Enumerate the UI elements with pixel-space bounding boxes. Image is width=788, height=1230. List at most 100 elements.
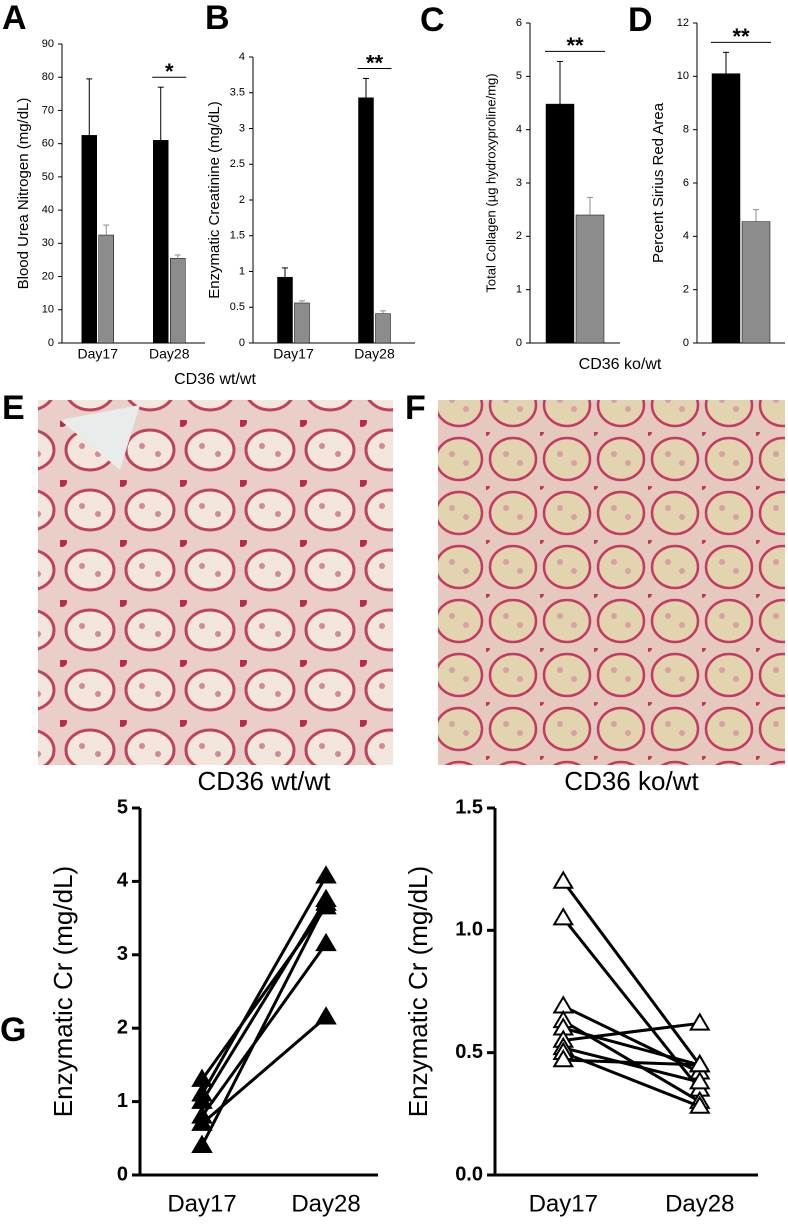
bar — [277, 276, 293, 344]
micrograph-f — [438, 400, 785, 765]
line — [200, 906, 328, 1081]
bar — [575, 214, 605, 344]
line — [200, 902, 328, 1147]
y-tick-label: 1.5 — [455, 796, 483, 818]
marker — [191, 1134, 213, 1153]
line — [200, 875, 328, 1096]
marker — [315, 1006, 337, 1025]
line — [200, 942, 328, 1118]
micrograph-e — [38, 400, 393, 765]
panel-letter: F — [405, 389, 426, 427]
lumen — [60, 405, 140, 470]
bar — [81, 135, 97, 344]
panel-letter: G — [0, 1011, 26, 1049]
y-tick-label: 12 — [677, 17, 689, 29]
marker — [552, 1049, 574, 1068]
significance-label: * — [165, 59, 174, 84]
x-tick-label: Day28 — [665, 1190, 734, 1217]
significance-label: ** — [566, 33, 584, 58]
y-tick-label: 0.5 — [455, 1041, 483, 1063]
bar — [545, 103, 575, 344]
marker — [552, 907, 574, 926]
bar — [375, 313, 391, 344]
bar — [294, 302, 310, 344]
line — [200, 898, 328, 1103]
x-tick-label: Day28 — [149, 346, 190, 362]
y-tick-label: 5 — [516, 70, 522, 82]
y-tick-label: 90 — [42, 38, 54, 50]
marker — [552, 870, 574, 889]
line — [562, 1004, 701, 1074]
y-tick-label: 8 — [683, 124, 689, 136]
line — [563, 1021, 700, 1042]
line — [563, 1058, 700, 1067]
x-tick-label: Day17 — [78, 346, 119, 362]
x-tick-label: Day28 — [354, 346, 395, 362]
panel-letter: C — [420, 1, 445, 39]
panel-letter: B — [205, 0, 230, 37]
marker — [315, 932, 337, 952]
y-tick-label: 4 — [516, 124, 522, 136]
y-tick-label: 60 — [42, 138, 54, 150]
bar — [741, 221, 771, 344]
line — [562, 880, 701, 1066]
chart-title: CD36 ko/wt — [564, 766, 699, 796]
y-tick-label: 6 — [683, 177, 689, 189]
y-tick-label: 6 — [516, 17, 522, 29]
y-tick-label: 5 — [117, 796, 128, 818]
significance-label: ** — [732, 24, 750, 49]
y-tick-label: 0 — [516, 337, 522, 349]
bar — [711, 73, 741, 344]
y-axis-label: Enzymatic Cr (mg/dL) — [48, 866, 78, 1117]
x-tick-label: Day17 — [273, 346, 314, 362]
y-tick-label: 4 — [683, 230, 689, 242]
y-tick-label: 2 — [516, 230, 522, 242]
marker — [689, 1095, 711, 1114]
x-tick-label: Day28 — [291, 1190, 360, 1217]
y-tick-label: 30 — [42, 237, 54, 249]
bar — [358, 97, 374, 344]
y-tick-label: 10 — [42, 304, 54, 316]
marker — [315, 865, 337, 884]
marker — [315, 892, 337, 911]
y-axis-label: Blood Urea Nitrogen (mg/dL) — [15, 98, 32, 290]
y-tick-label: 3 — [239, 122, 245, 134]
y-tick-label: 1.0 — [455, 919, 483, 941]
y-tick-label: 3 — [516, 177, 522, 189]
panel-letter: A — [2, 0, 27, 37]
x-tick-label: Day17 — [529, 1190, 598, 1217]
panel-letter: E — [2, 389, 25, 427]
y-axis-label: Enzymatic Creatinine (mg/dL) — [206, 101, 223, 299]
y-tick-label: 4 — [117, 870, 129, 892]
y-tick-label: 1.5 — [230, 230, 245, 242]
y-tick-label: 40 — [42, 204, 54, 216]
y-tick-label: 0 — [48, 337, 54, 349]
marker — [689, 1053, 711, 1073]
bar — [170, 258, 186, 344]
y-tick-label: 80 — [42, 71, 54, 83]
y-axis-label: Enzymatic Cr (mg/dL) — [403, 866, 433, 1117]
bar — [98, 234, 114, 344]
y-tick-label: 1 — [516, 284, 522, 296]
y-tick-label: 20 — [42, 270, 54, 282]
y-tick-label: 0.5 — [230, 301, 245, 313]
group-label: CD36 ko/wt — [579, 356, 662, 373]
chart-title: CD36 wt/wt — [198, 766, 332, 796]
y-tick-label: 2 — [683, 284, 689, 296]
y-tick-label: 10 — [677, 70, 689, 82]
y-tick-label: 1 — [117, 1090, 128, 1112]
y-tick-label: 2.5 — [230, 158, 245, 170]
y-tick-label: 0.0 — [455, 1163, 483, 1185]
y-tick-label: 4 — [239, 51, 245, 63]
group-label: CD36 wt/wt — [174, 371, 256, 388]
marker — [689, 1012, 711, 1031]
y-tick-label: 0 — [239, 337, 245, 349]
panel-letter: D — [628, 1, 653, 39]
y-axis-label: Total Collagen (µg hydroxyproline/mg) — [483, 73, 498, 292]
y-tick-label: 50 — [42, 171, 54, 183]
y-tick-label: 2 — [239, 194, 245, 206]
significance-label: ** — [366, 50, 384, 75]
marker — [191, 1112, 213, 1131]
y-tick-label: 2 — [117, 1016, 128, 1038]
